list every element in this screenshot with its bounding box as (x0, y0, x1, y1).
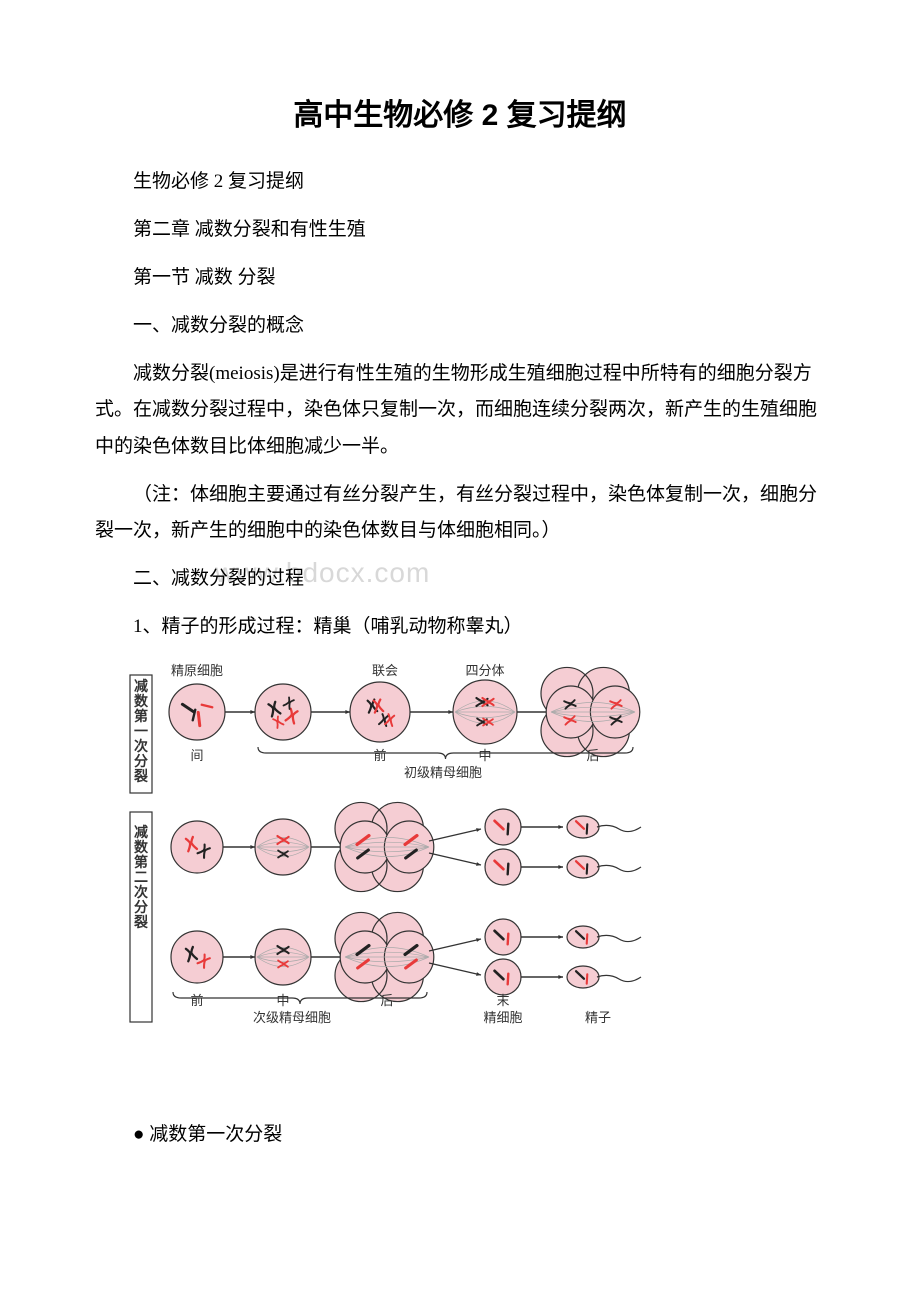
svg-text:裂: 裂 (133, 768, 148, 785)
para-chapter: 第二章 减数分裂和有性生殖 (95, 212, 825, 248)
svg-text:二: 二 (134, 871, 148, 886)
svg-text:末: 末 (496, 993, 509, 1008)
svg-text:减: 减 (134, 824, 148, 841)
svg-text:第: 第 (134, 708, 148, 725)
svg-text:分: 分 (134, 754, 148, 770)
svg-text:次: 次 (134, 884, 148, 901)
para-definition: 减数分裂(meiosis)是进行有性生殖的生物形成生殖细胞过程中所特有的细胞分裂… (95, 356, 825, 464)
svg-text:间: 间 (190, 748, 203, 763)
svg-text:裂: 裂 (133, 914, 148, 931)
svg-text:前: 前 (373, 748, 386, 763)
svg-text:第: 第 (134, 854, 148, 871)
svg-text:中: 中 (276, 993, 289, 1008)
para-heading-2: 二、减数分裂的过程 (95, 561, 825, 597)
svg-text:减: 减 (134, 678, 148, 695)
svg-text:前: 前 (190, 993, 203, 1008)
svg-text:后: 后 (586, 748, 599, 763)
svg-text:分: 分 (134, 900, 148, 916)
meiosis-diagram: 减数第一次分裂精原细胞联会四分体间前中后初级精母细胞减数第二次分裂前中后末次级精… (125, 657, 825, 1087)
svg-text:一: 一 (134, 725, 148, 740)
para-bullet: ● 减数第一次分裂 (95, 1117, 825, 1153)
svg-text:四分体: 四分体 (465, 663, 504, 678)
svg-text:联会: 联会 (372, 663, 398, 678)
para-note: （注：体细胞主要通过有丝分裂产生，有丝分裂过程中，染色体复制一次，细胞分裂一次，… (95, 477, 825, 549)
para-item-1: 1、精子的形成过程：精巢（哺乳动物称睾丸） (95, 609, 825, 645)
svg-text:次: 次 (134, 738, 148, 755)
svg-text:精子: 精子 (585, 1010, 611, 1025)
svg-text:中: 中 (478, 748, 491, 763)
svg-text:精原细胞: 精原细胞 (171, 663, 223, 678)
svg-text:初级精母细胞: 初级精母细胞 (404, 765, 482, 780)
svg-text:后: 后 (380, 993, 393, 1008)
para-subtitle: 生物必修 2 复习提纲 (95, 164, 825, 200)
svg-text:精细胞: 精细胞 (483, 1010, 522, 1025)
para-heading-1: 一、减数分裂的概念 (95, 308, 825, 344)
svg-text:次级精母细胞: 次级精母细胞 (253, 1010, 331, 1025)
svg-text:数: 数 (134, 839, 149, 856)
page-title: 高中生物必修 2 复习提纲 (95, 90, 825, 134)
svg-text:数: 数 (134, 693, 149, 710)
para-section: 第一节 减数 分裂 (95, 260, 825, 296)
